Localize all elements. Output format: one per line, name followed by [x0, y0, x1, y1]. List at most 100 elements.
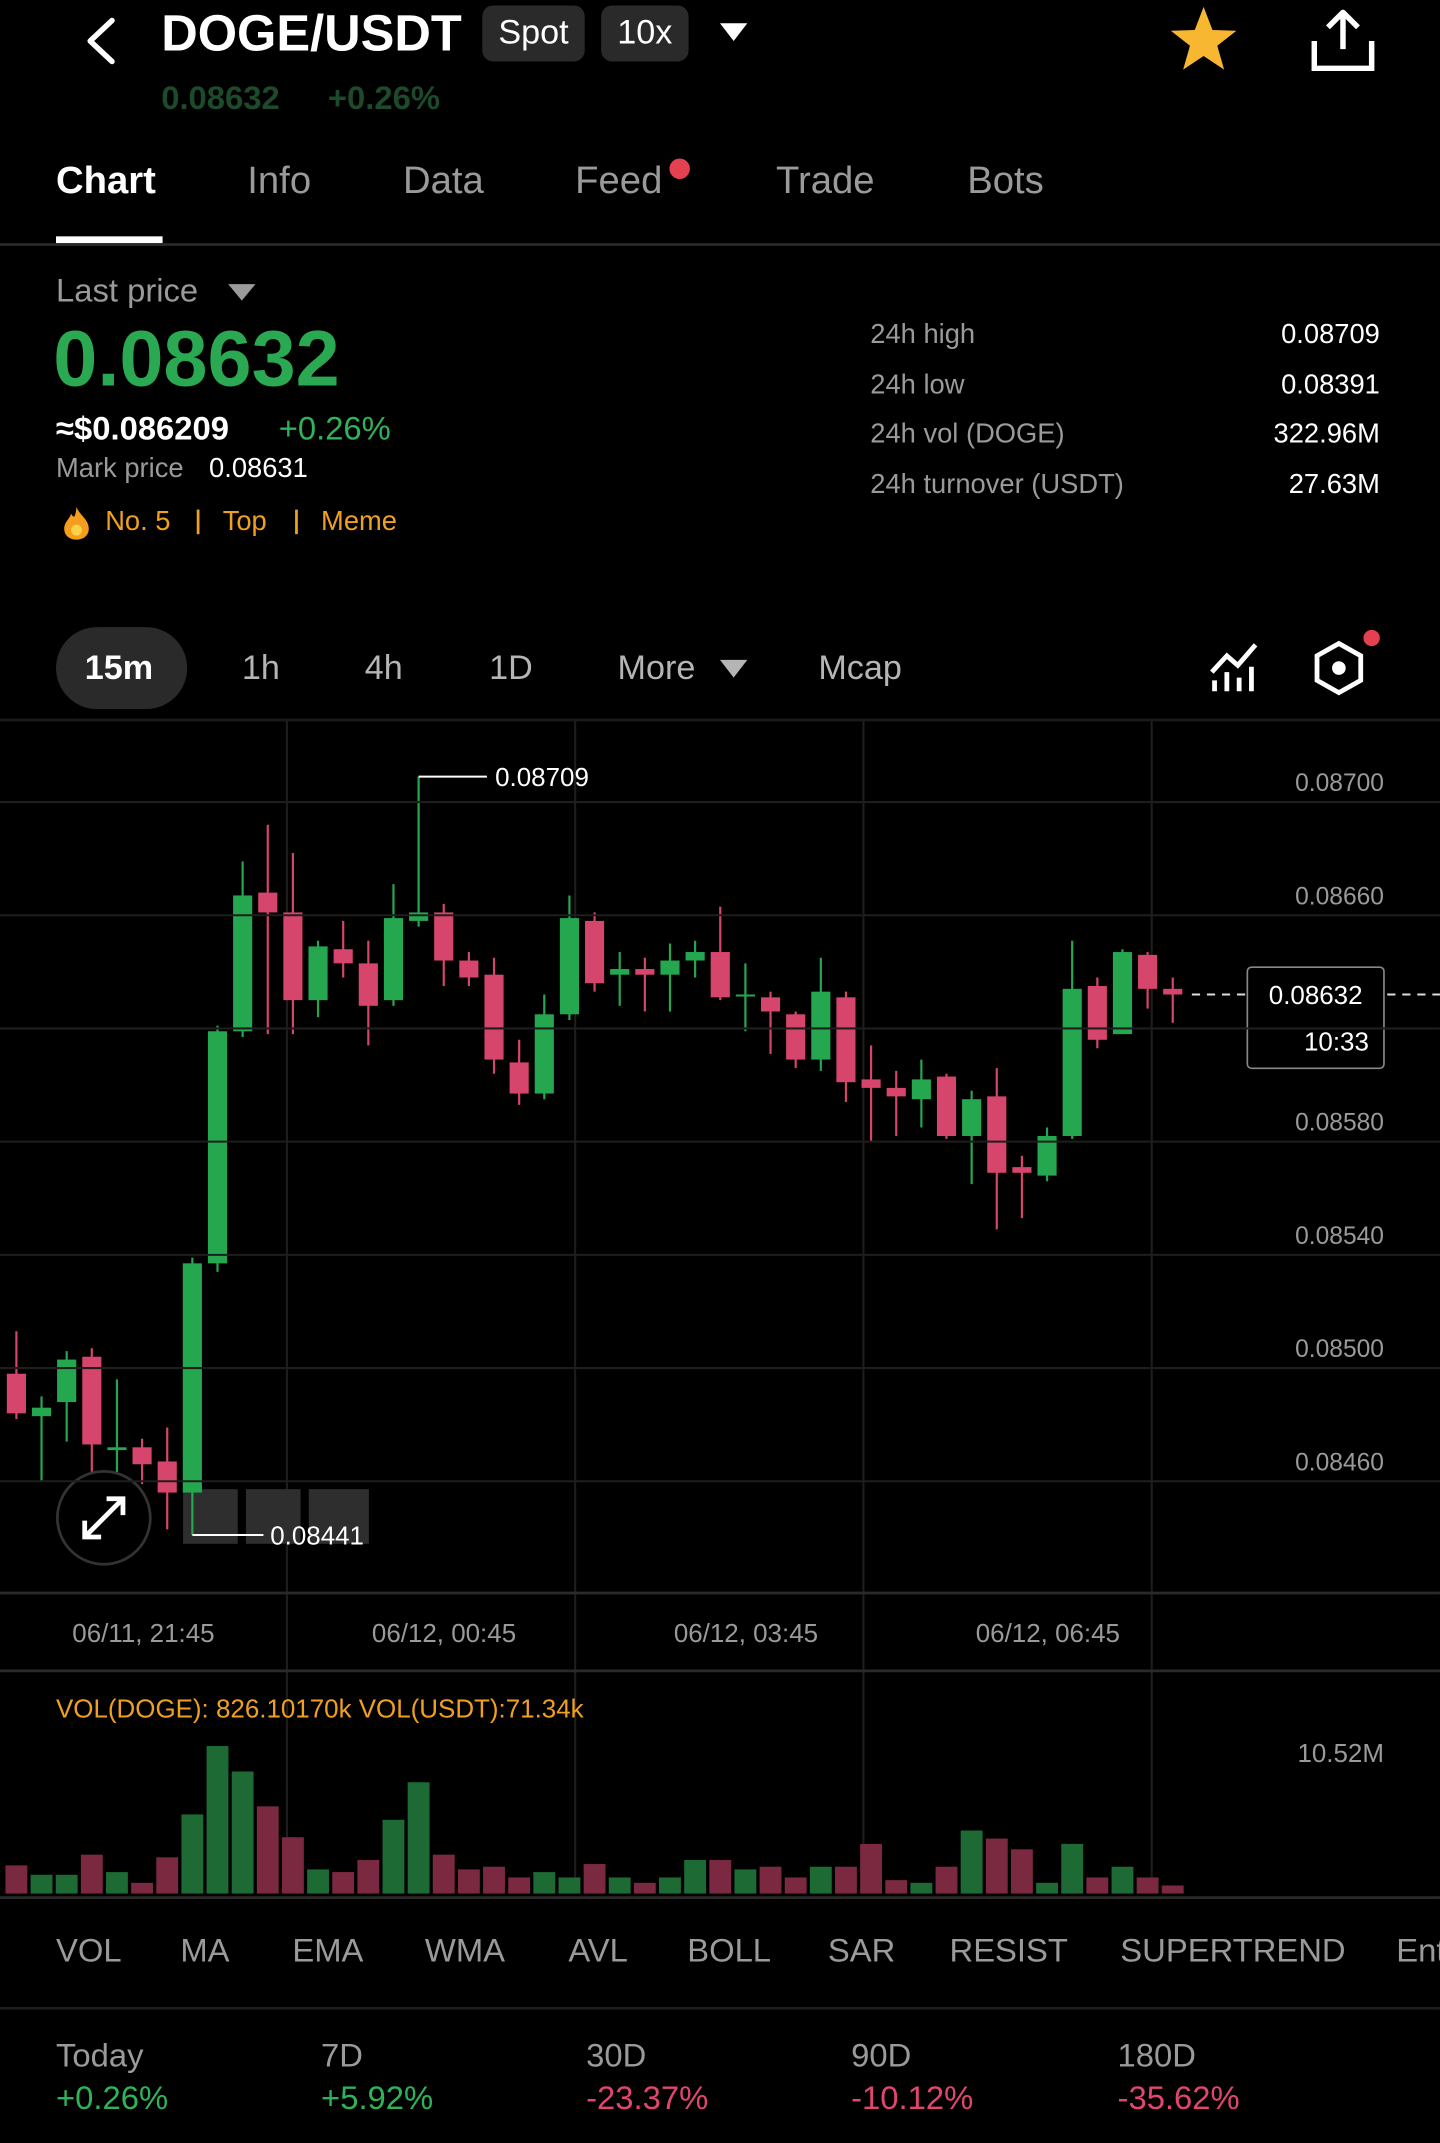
period-change: -10.12% — [851, 2080, 974, 2118]
stat-label: 24h vol (DOGE) — [870, 419, 1065, 450]
y-tick-label: 0.08540 — [1295, 1223, 1384, 1250]
candle-body — [735, 994, 755, 997]
stat-value: 27.63M — [1288, 469, 1380, 501]
candle-body — [358, 963, 378, 1006]
tab[interactable]: Feed — [575, 158, 663, 202]
volume-bar — [1111, 1866, 1134, 1894]
countdown: 10:33 — [1304, 1029, 1369, 1057]
expand-button[interactable] — [56, 1470, 152, 1566]
candle-body — [283, 912, 303, 1001]
indicator[interactable]: SUPERTREND — [1120, 1932, 1346, 1970]
last-price: 0.08632 — [53, 314, 340, 404]
settings-icon[interactable] — [1312, 639, 1367, 696]
volume-bar — [608, 1877, 631, 1894]
stat-value: 0.08391 — [1281, 370, 1380, 401]
indicator-icon[interactable] — [1208, 639, 1260, 694]
usd-price: ≈$0.086209 — [56, 410, 230, 448]
x-tick-label: 06/12, 00:45 — [372, 1620, 516, 1648]
volume-bar — [256, 1806, 279, 1894]
share-button[interactable] — [1309, 5, 1377, 73]
stat-value: 0.08709 — [1281, 319, 1380, 350]
indicator[interactable]: Ent — [1396, 1932, 1440, 1970]
mark-price: 0.08631 — [209, 453, 308, 484]
y-tick-label: 0.08460 — [1295, 1449, 1384, 1476]
volume-bar — [332, 1872, 355, 1894]
volume-bar — [633, 1882, 656, 1894]
sub-change: +0.26% — [327, 80, 441, 117]
tab[interactable]: Data — [403, 158, 484, 202]
period-label: 180D — [1117, 2037, 1196, 2075]
back-button[interactable] — [79, 16, 120, 65]
candle-body — [962, 1099, 982, 1136]
indicator[interactable]: WMA — [424, 1932, 506, 1970]
candle-body — [559, 918, 579, 1015]
indicator[interactable]: SAR — [827, 1932, 896, 1970]
favorite-star[interactable] — [1167, 4, 1241, 75]
tab[interactable]: Chart — [56, 158, 156, 202]
interval[interactable]: Mcap — [818, 648, 902, 688]
indicator[interactable]: AVL — [568, 1932, 628, 1970]
period-label: 7D — [321, 2037, 363, 2075]
candle-body — [1163, 988, 1183, 995]
volume-bar — [156, 1857, 179, 1894]
tag[interactable]: Top — [222, 506, 267, 537]
max-marker: 0.08709 — [495, 764, 589, 792]
tab[interactable]: Info — [247, 158, 312, 202]
volume-bar — [910, 1882, 933, 1894]
tab[interactable]: Bots — [967, 158, 1044, 202]
y-tick-label: 0.08580 — [1295, 1110, 1384, 1137]
separator — [196, 509, 200, 535]
indicator[interactable]: BOLL — [687, 1932, 772, 1970]
expand-icon[interactable] — [82, 1496, 126, 1540]
indicator[interactable]: VOL — [56, 1932, 122, 1970]
badge[interactable]: Spot — [482, 5, 585, 62]
volume-bar — [1061, 1843, 1084, 1894]
candle-body — [1037, 1135, 1057, 1176]
interval[interactable]: 1h — [241, 648, 280, 688]
price-change: +0.26% — [278, 410, 391, 448]
candle-body — [987, 1096, 1007, 1173]
volume-bar — [860, 1843, 883, 1894]
volume-bar — [1036, 1882, 1058, 1894]
interval[interactable]: 15m — [84, 648, 154, 688]
candle-body — [308, 946, 328, 1001]
dropdown-arrow[interactable] — [717, 20, 750, 45]
tab[interactable]: Trade — [776, 158, 875, 202]
interval[interactable]: 1D — [489, 648, 533, 688]
period-change: -23.37% — [586, 2080, 709, 2118]
tag[interactable]: No. 5 — [105, 506, 171, 537]
interval[interactable]: More — [617, 648, 696, 688]
volume-bar — [1010, 1849, 1033, 1894]
indicator[interactable]: EMA — [292, 1932, 364, 1970]
stat-label: 24h turnover (USDT) — [870, 469, 1124, 501]
volume-bar — [809, 1866, 832, 1894]
tag[interactable]: Meme — [321, 506, 397, 537]
x-tick-label: 06/12, 06:45 — [976, 1620, 1120, 1648]
dropdown-arrow[interactable] — [227, 283, 257, 302]
mark-price-label: Mark price — [56, 453, 184, 484]
badge[interactable]: 10x — [601, 5, 689, 62]
notification-dot — [669, 158, 690, 179]
dropdown-arrow[interactable] — [719, 659, 749, 679]
volume-bar — [281, 1837, 304, 1894]
volume-bar — [231, 1771, 254, 1894]
indicator[interactable]: RESIST — [949, 1932, 1068, 1970]
volume-bar — [106, 1872, 128, 1894]
candle-body — [836, 997, 856, 1083]
y-tick-label: 0.08500 — [1295, 1336, 1384, 1363]
stat-value: 322.96M — [1273, 419, 1380, 450]
volume-bar — [684, 1860, 707, 1894]
indicator[interactable]: MA — [180, 1932, 230, 1970]
interval-pill[interactable] — [56, 627, 188, 710]
candle-body — [1138, 954, 1158, 989]
volume-bar — [131, 1882, 154, 1894]
volume-bar — [508, 1877, 531, 1894]
interval[interactable]: 4h — [364, 648, 403, 688]
candle-body — [459, 960, 479, 978]
last-price-label: 0.08632 — [1269, 982, 1363, 1010]
candle-body — [258, 892, 278, 913]
period-label: 30D — [586, 2037, 647, 2075]
candle-body — [132, 1447, 152, 1465]
volume-bar — [483, 1866, 505, 1894]
